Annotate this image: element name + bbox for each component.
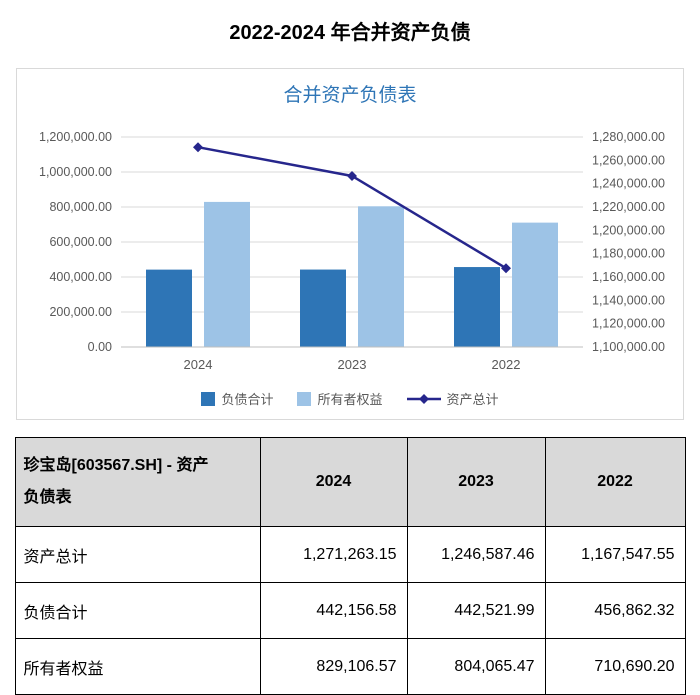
- combo-bar-line-chart: 0.00 200,000.00 400,000.00 600,000.00 800,00…: [39, 130, 665, 372]
- left-axis-tick-label: 400,000.00: [49, 270, 112, 284]
- chart-card: 合并资产负债表 0.00 200,000.00 400,000.00 600,000.…: [16, 68, 684, 420]
- cell-total-liabilities-2024: 442,156.58: [259, 582, 408, 639]
- right-axis-tick-label: 1,280,000.00: [592, 130, 665, 144]
- left-axis-tick-label: 600,000.00: [49, 235, 112, 249]
- right-axis-tick-label: 1,140,000.00: [592, 293, 665, 307]
- legend-label-assets: 资产总计: [446, 392, 499, 407]
- right-axis-tick-label: 1,180,000.00: [592, 247, 665, 261]
- legend-item-equity: 所有者权益: [297, 389, 383, 408]
- bar-equity-2023: [358, 206, 404, 347]
- bar-liabilities-2023: [300, 269, 346, 347]
- line-marker-icon: [193, 142, 203, 153]
- right-axis-tick-label: 1,160,000.00: [592, 270, 665, 284]
- cell-owners-equity-2022: 710,690.20: [544, 638, 686, 695]
- cell-owners-equity-2024: 829,106.57: [259, 638, 408, 695]
- legend-label-equity: 所有者权益: [317, 392, 383, 407]
- balance-sheet-table: 珍宝岛[603567.SH] - 资产负债表 2024 2023 2022 资产…: [14, 437, 686, 695]
- bar-liabilities-2024: [146, 269, 192, 347]
- column-header-2023: 2023: [406, 437, 546, 527]
- right-axis-tick-label: 1,100,000.00: [592, 340, 665, 354]
- left-axis-tick-label: 800,000.00: [49, 200, 112, 214]
- legend-line-marker-icon: [406, 393, 441, 404]
- line-marker-icon: [347, 170, 357, 181]
- cell-total-liabilities-2023: 442,521.99: [406, 582, 546, 639]
- cell-total-assets-2023: 1,246,587.46: [406, 526, 546, 583]
- bar-liabilities-2022: [454, 267, 500, 347]
- left-axis-tick-label: 0.00: [88, 340, 112, 354]
- right-axis-tick-label: 1,240,000.00: [592, 177, 665, 191]
- column-header-2024: 2024: [259, 437, 408, 527]
- right-axis-tick-label: 1,260,000.00: [592, 153, 665, 167]
- right-axis-tick-label: 1,220,000.00: [592, 200, 665, 214]
- table-row-owners-equity: 所有者权益 829,106.57 804,065.47 710,690.20: [14, 638, 686, 695]
- x-axis-category-label: 2024: [184, 357, 213, 372]
- cell-total-liabilities-2022: 456,862.32: [544, 582, 686, 639]
- left-axis-tick-label: 1,000,000.00: [39, 165, 112, 179]
- x-axis-category-label: 2022: [492, 357, 521, 372]
- left-axis-tick-label: 200,000.00: [49, 305, 112, 319]
- table-corner-cell: 珍宝岛[603567.SH] - 资产负债表: [14, 437, 261, 527]
- column-header-2022: 2022: [544, 437, 686, 527]
- table-row-total-assets: 资产总计 1,271,263.15 1,246,587.46 1,167,547…: [14, 526, 686, 583]
- table-header-row: 珍宝岛[603567.SH] - 资产负债表 2024 2023 2022: [14, 437, 686, 527]
- left-axis-tick-label: 1,200,000.00: [39, 130, 112, 144]
- cell-total-assets-2022: 1,167,547.55: [544, 526, 686, 583]
- table-row-total-liabilities: 负债合计 442,156.58 442,521.99 456,862.32: [14, 582, 686, 639]
- legend-item-assets: 资产总计: [406, 389, 499, 408]
- row-label-total-assets: 资产总计: [14, 526, 261, 583]
- bar-equity-2024: [204, 201, 250, 347]
- bar-equity-2022: [512, 222, 558, 347]
- page-title: 2022-2024 年合并资产负债: [229, 22, 471, 44]
- chart-legend: 负债合计 所有者权益 资产总计: [17, 389, 683, 408]
- right-axis-tick-label: 1,200,000.00: [592, 223, 665, 237]
- row-label-owners-equity: 所有者权益: [14, 638, 261, 695]
- line-marker-icon: [501, 263, 511, 274]
- x-axis-category-label: 2023: [338, 357, 367, 372]
- legend-swatch-liabilities-icon: [201, 391, 216, 406]
- cell-owners-equity-2023: 804,065.47: [406, 638, 546, 695]
- cell-total-assets-2024: 1,271,263.15: [259, 526, 408, 583]
- legend-item-liabilities: 负债合计: [201, 389, 273, 408]
- chart-title: 合并资产负债表: [283, 85, 417, 106]
- legend-label-liabilities: 负债合计: [221, 392, 274, 407]
- right-axis-tick-label: 1,120,000.00: [592, 317, 665, 331]
- legend-swatch-equity-icon: [297, 391, 312, 406]
- row-label-total-liabilities: 负债合计: [14, 582, 261, 639]
